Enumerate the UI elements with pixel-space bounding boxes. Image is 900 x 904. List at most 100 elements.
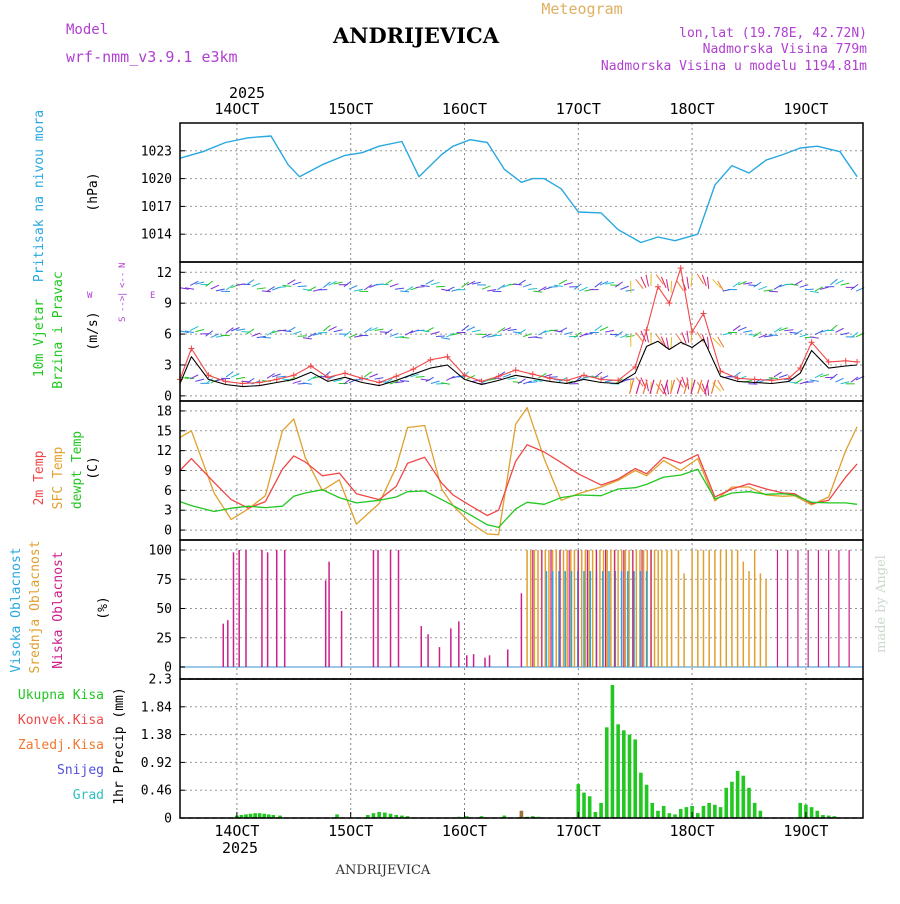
x-day-label-bottom: 15OCT	[328, 822, 373, 840]
wind-arrow	[711, 380, 715, 394]
wind-arrow	[549, 287, 558, 288]
wind-arrow	[329, 327, 337, 331]
wind-arrow	[375, 378, 384, 379]
wind-arrow	[830, 374, 837, 380]
legend-convective: Konvek.Kisa	[18, 713, 104, 728]
wind-arrow	[620, 286, 628, 289]
precip-bar	[730, 782, 734, 818]
dewpoint-line	[180, 469, 857, 527]
x-day-label-top: 16OCT	[442, 100, 487, 118]
wind-gust-marker	[530, 371, 536, 377]
wind-arrow	[769, 291, 778, 292]
temp-title-3: dewpt Temp	[70, 431, 85, 509]
wind-arrow	[385, 280, 393, 285]
wind-gust-marker	[598, 376, 604, 382]
year-bottom: 2025	[222, 839, 258, 857]
precip-bar	[628, 735, 632, 818]
wind-arrow	[600, 327, 608, 331]
temp-title-2: SFC Temp	[51, 447, 66, 510]
wind-arrow	[375, 329, 384, 330]
wind-arrow	[267, 287, 275, 292]
x-day-label-top: 19OCT	[783, 100, 828, 118]
precip-bar	[815, 811, 819, 818]
wind-arrow	[416, 376, 425, 377]
wind-arrow	[431, 381, 440, 383]
dir-n: N	[118, 263, 128, 268]
y-tick-label: 18	[156, 404, 172, 419]
wind-gust-marker	[188, 345, 194, 351]
wind-arrow	[684, 380, 688, 394]
wind-arrow	[805, 289, 814, 290]
wind-arrow	[518, 280, 526, 285]
model-label: Model	[66, 22, 108, 38]
wind-arrow	[267, 331, 275, 336]
wind-arrow	[334, 330, 343, 332]
temp-unit: (C)	[86, 456, 101, 479]
y-tick-label: 15	[156, 424, 172, 439]
y-tick-label: 1.38	[141, 728, 172, 743]
wind-arrow	[646, 275, 648, 287]
wind-arrow	[815, 374, 823, 378]
precip-bar	[639, 773, 643, 818]
precip-unit: 1hr Precip (mm)	[112, 687, 127, 804]
legend-hail: Grad	[73, 788, 104, 803]
legend-snow: Snijeg	[57, 763, 104, 778]
wind-arrow	[308, 376, 316, 380]
wind-arrow	[190, 326, 198, 330]
pressure-title: Pritisak na nivou mora	[32, 110, 47, 282]
y-tick-label: 3	[164, 358, 172, 373]
x-day-label-bottom: 19OCT	[783, 822, 828, 840]
y-tick-label: 6	[164, 484, 172, 499]
wind-arrow	[636, 279, 643, 288]
wind-arrow	[257, 288, 266, 289]
precip-bar	[736, 771, 740, 818]
cloud-title-2: Srednja Oblacnost	[28, 540, 43, 673]
wind-arrow	[559, 280, 567, 284]
wind-arrow	[426, 280, 434, 284]
temp-title-1: 2m Temp	[32, 450, 47, 505]
wind-arrow	[559, 328, 567, 332]
y-tick-label: 75	[156, 573, 172, 588]
y-tick-label: 50	[156, 602, 172, 617]
wind-arrow	[671, 337, 672, 349]
x-day-label-bottom: 16OCT	[442, 822, 487, 840]
precip-bar	[713, 805, 717, 818]
precip-bar	[798, 803, 802, 818]
y-tick-label: 0	[164, 389, 172, 404]
wind-arrow	[533, 291, 542, 292]
wind-arrow	[518, 379, 526, 384]
wind-arrow	[774, 285, 782, 290]
y-tick-label: 1020	[141, 172, 172, 187]
precip-bar	[747, 788, 751, 818]
wind-arrow	[564, 283, 573, 285]
wind-arrow	[754, 332, 761, 337]
dir-e: E	[150, 291, 155, 301]
precip-bar	[724, 788, 728, 818]
wind-arrow	[687, 331, 689, 343]
wind-arrow	[354, 289, 363, 291]
wind-arrow	[236, 329, 245, 331]
wind-arrow	[835, 378, 843, 382]
y-tick-label: 25	[156, 631, 172, 646]
wind-arrow	[277, 287, 286, 288]
wind-arrow	[298, 336, 307, 337]
wind-arrow	[702, 275, 706, 286]
wind-arrow	[446, 376, 454, 380]
wind-gust-marker	[678, 265, 684, 271]
wind-arrow	[764, 336, 773, 337]
wind-gust-marker	[547, 375, 553, 381]
x-day-label-top: 14OCT	[214, 100, 259, 118]
precip-bar	[650, 803, 654, 818]
wind-arrow	[643, 380, 647, 394]
precip-bar	[594, 812, 598, 818]
precip-bar	[759, 811, 763, 818]
wind-arrow	[528, 288, 537, 289]
wind-arrow	[743, 331, 752, 333]
temp-2m-line	[180, 445, 857, 516]
y-tick-label: 0	[164, 812, 172, 827]
wind-arrow	[759, 286, 767, 289]
wind-arrow	[400, 337, 409, 338]
precip-bar	[685, 807, 689, 818]
wind-arrow	[657, 380, 661, 394]
